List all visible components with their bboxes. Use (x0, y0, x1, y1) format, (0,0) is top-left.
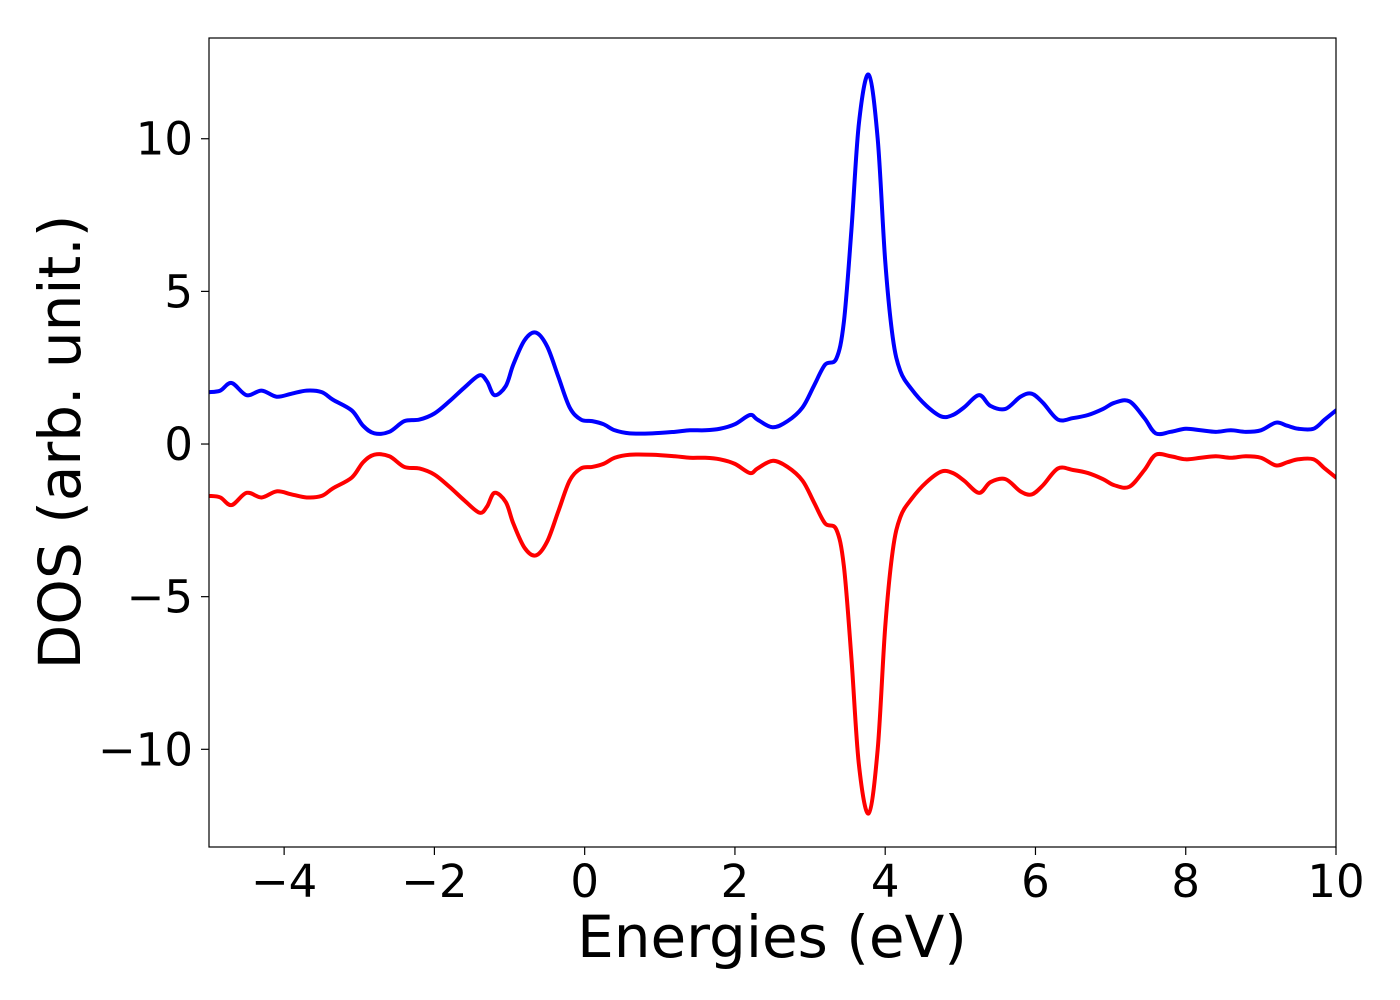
y-axis-label: DOS (arb. unit.) (26, 215, 94, 670)
plot-frame (208, 37, 1337, 848)
y-tick-label: 0 (164, 418, 193, 471)
y-tick-label: −10 (98, 723, 193, 776)
y-tick-label: −5 (127, 571, 193, 624)
x-tick-label: 4 (871, 855, 900, 908)
y-tick-label: 10 (136, 113, 193, 166)
y-axis: −10 −5 0 5 10 (98, 113, 209, 776)
x-tick-label: −2 (401, 855, 467, 908)
series-layer (209, 72, 1336, 816)
x-tick-label: 0 (570, 855, 599, 908)
series-line-2 (209, 451, 1336, 816)
x-tick-label: −4 (251, 855, 317, 908)
x-axis: −4 −2 0 2 4 6 8 10 (251, 847, 1365, 908)
series-line-1 (209, 72, 1336, 437)
x-tick-label: 2 (721, 855, 750, 908)
x-axis-label: Energies (eV) (577, 903, 967, 971)
x-tick-label: 10 (1307, 855, 1364, 908)
x-tick-label: 8 (1171, 855, 1200, 908)
y-tick-label: 5 (164, 265, 193, 318)
x-tick-label: 6 (1021, 855, 1050, 908)
